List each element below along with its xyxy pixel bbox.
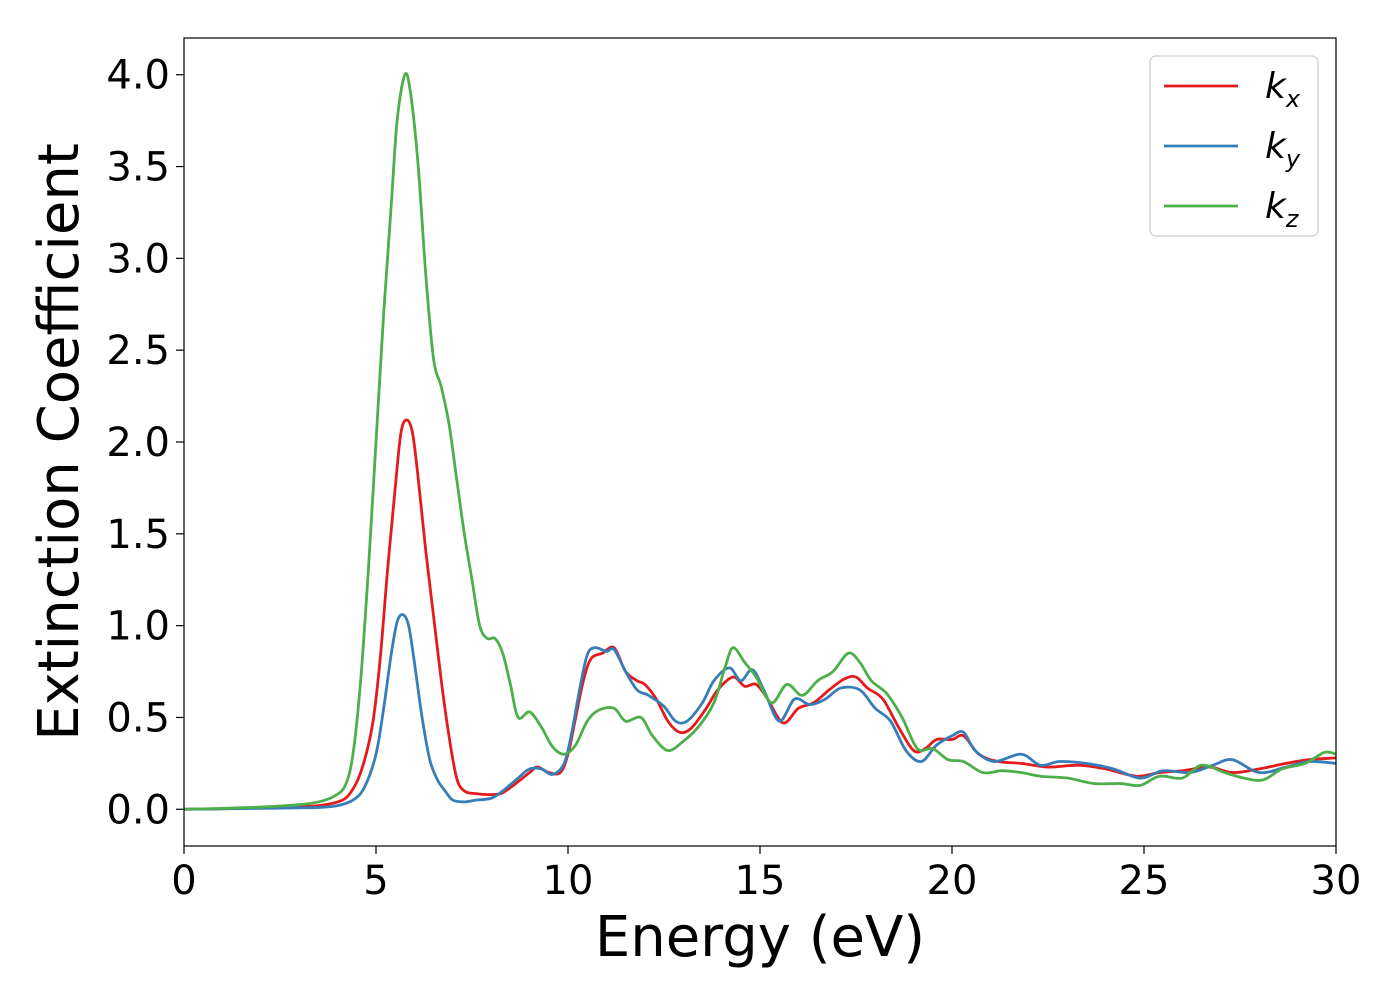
x-tick-label: 15 xyxy=(735,858,786,904)
x-axis-ticks: 0 5 10 15 20 25 30 xyxy=(171,846,1361,904)
y-tick-label: 2.0 xyxy=(106,420,170,466)
y-tick-label: 0.0 xyxy=(106,787,170,833)
x-tick-label: 30 xyxy=(1311,858,1362,904)
legend-label-ky: ky xyxy=(1265,126,1301,173)
x-tick-label: 25 xyxy=(1119,858,1170,904)
y-tick-label: 1.0 xyxy=(106,604,170,650)
x-tick-label: 5 xyxy=(363,858,388,904)
y-tick-label: 1.5 xyxy=(106,512,170,558)
legend-label-subscript: y xyxy=(1285,145,1301,173)
x-axis-label: Energy (eV) xyxy=(595,905,925,970)
legend-label-base: k xyxy=(1265,186,1288,227)
legend-label-base: k xyxy=(1265,126,1288,167)
legend-label-base: k xyxy=(1265,66,1288,107)
x-tick-label: 20 xyxy=(927,858,978,904)
series-line-ky xyxy=(184,613,1336,811)
series-layer xyxy=(184,72,1336,811)
y-tick-label: 0.5 xyxy=(106,695,170,741)
x-tick-label: 0 xyxy=(171,858,196,904)
x-tick-label: 10 xyxy=(543,858,594,904)
y-tick-label: 3.0 xyxy=(106,236,170,282)
y-axis-ticks: 0.0 0.5 1.0 1.5 2.0 2.5 3.0 3.5 4.0 xyxy=(106,53,184,833)
legend-label-kx: kx xyxy=(1265,66,1301,113)
legend-label-subscript: x xyxy=(1285,85,1301,113)
y-tick-label: 2.5 xyxy=(106,328,170,374)
y-tick-label: 4.0 xyxy=(106,53,170,99)
legend-label-kz: kz xyxy=(1265,186,1300,233)
series-line-kz xyxy=(184,72,1336,811)
legend-label-subscript: z xyxy=(1285,205,1300,233)
y-tick-label: 3.5 xyxy=(106,145,170,191)
y-axis-label: Extinction Coefficient xyxy=(27,143,92,741)
